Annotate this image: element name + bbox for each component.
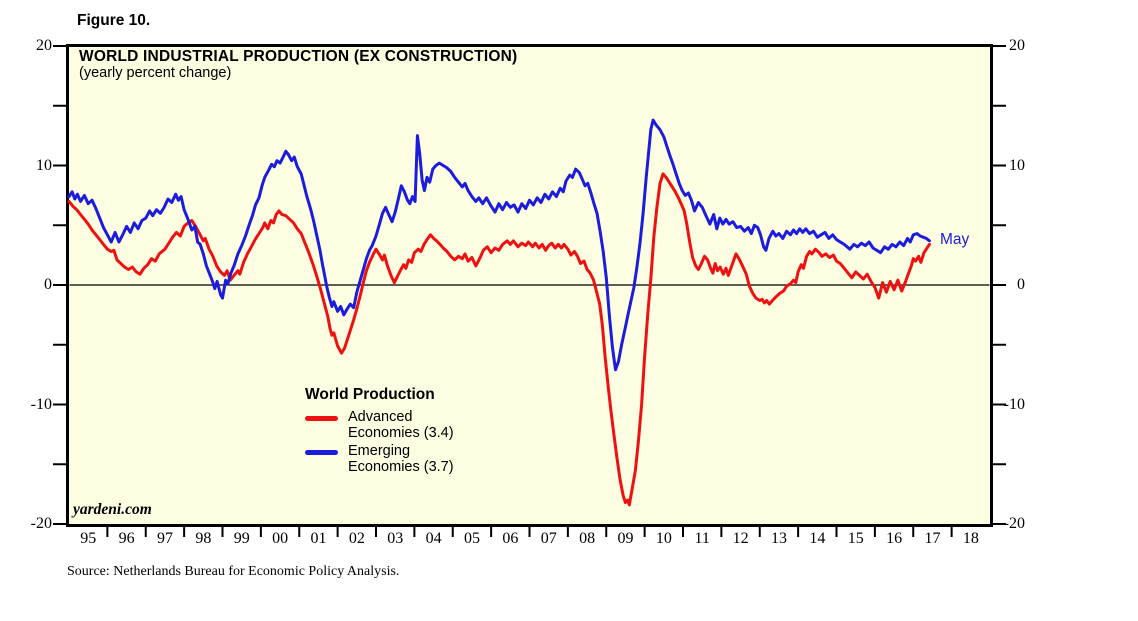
legend-item-advanced: Advanced Economies (3.4) [305,409,454,441]
x-axis-label: 04 [425,530,442,547]
x-axis-label: 14 [809,530,826,547]
x-axis-label: 06 [502,530,519,547]
y-axis-label-right: 0 [1017,276,1025,293]
chart-subtitle: (yearly percent change) [79,65,232,81]
x-axis-label: 11 [694,530,710,547]
x-axis-label: 08 [579,530,596,547]
x-axis-label: 18 [962,530,979,547]
x-axis-label: 16 [886,530,903,547]
x-axis-label: 10 [655,530,672,547]
x-axis-label: 12 [732,530,749,547]
x-axis-label: 13 [770,530,787,547]
figure-label: Figure 10. [77,12,151,29]
advanced-line-swatch [305,416,338,421]
y-axis-label-left: 0 [44,276,52,293]
x-axis-label: 07 [540,530,557,547]
x-axis-label: 98 [195,530,212,547]
x-axis-label: 99 [233,530,250,547]
x-axis-label: 17 [924,530,941,547]
legend-label-emerging: Emerging Economies (3.7) [348,443,454,475]
y-axis-label-right: -10 [1003,395,1025,413]
x-axis-label: 97 [156,530,173,547]
x-axis-label: 01 [310,530,327,547]
legend: World Production Advanced Economies (3.4… [305,386,454,478]
y-axis-label-right: -20 [1003,515,1025,532]
y-axis-label-right: 20 [1009,37,1025,54]
x-axis-label: 15 [847,530,864,547]
yardeni-watermark: yardeni.com [73,501,152,518]
y-axis-label-left: 20 [36,37,52,54]
y-axis-label-left: -20 [30,515,52,532]
x-axis-label: 96 [118,530,135,547]
y-axis-label-left: -10 [30,395,52,413]
y-axis-label-left: 10 [36,156,52,174]
chart-title: WORLD INDUSTRIAL PRODUCTION (EX CONSTRUC… [79,48,518,65]
x-axis-label: 03 [387,530,404,547]
x-axis-label: 09 [617,530,634,547]
plot-area [66,44,993,527]
x-axis-label: 00 [272,530,289,547]
y-axis-label-right: 10 [1009,156,1025,174]
x-axis-label: 02 [348,530,365,547]
legend-title: World Production [305,386,435,403]
x-axis-label: 05 [463,530,480,547]
source-note: Source: Netherlands Bureau for Economic … [67,564,400,579]
legend-item-emerging: Emerging Economies (3.7) [305,443,454,475]
may-annotation: May [940,231,970,248]
legend-label-advanced: Advanced Economies (3.4) [348,409,454,441]
x-axis-label: 95 [80,530,97,547]
emerging-line-swatch [305,450,338,455]
